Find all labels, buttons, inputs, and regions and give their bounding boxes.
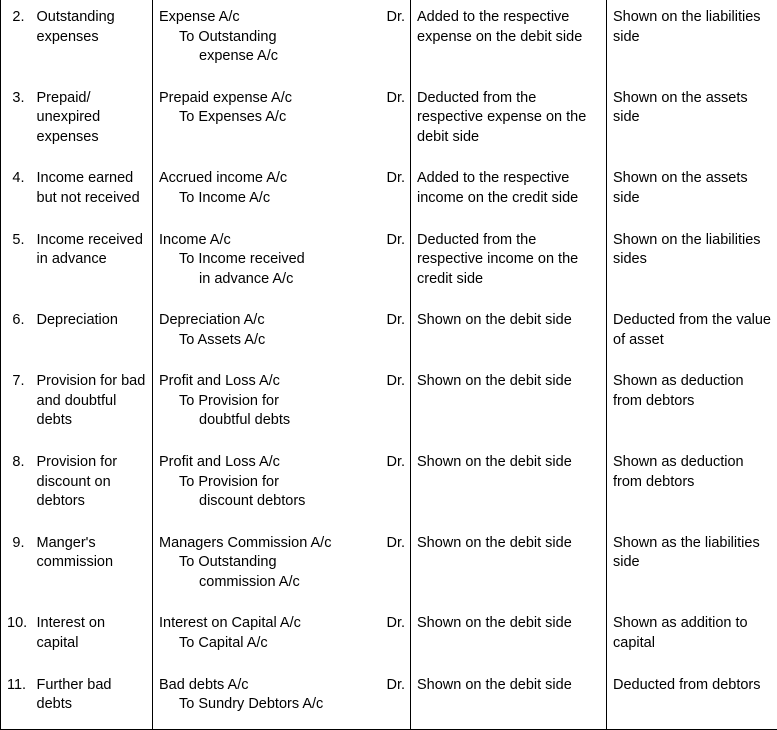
- adjustment-item: Provision for bad and doubtful debts: [31, 364, 153, 445]
- entry-credit-line: To Outstanding: [159, 553, 375, 573]
- dr-indicator: Dr.: [381, 526, 411, 607]
- journal-entry: Depreciation A/cTo Assets A/c: [153, 303, 381, 364]
- effect-balance-sheet: Shown on the liabilities sides: [607, 223, 777, 304]
- dr-indicator: Dr.: [381, 81, 411, 162]
- row-number: 6.: [1, 303, 31, 364]
- effect-balance-sheet: Deducted from debtors: [607, 668, 777, 730]
- journal-entry: Profit and Loss A/cTo Provision fordisco…: [153, 445, 381, 526]
- table-row: 9.Manger's commissionManagers Commission…: [1, 526, 777, 607]
- adjustment-item: Prepaid/ unexpired expenses: [31, 81, 153, 162]
- adjustment-item: Outstanding expenses: [31, 0, 153, 81]
- entry-credit-line: To Income received: [159, 250, 375, 270]
- entry-debit-line: Interest on Capital A/c: [159, 614, 375, 634]
- effect-profit-loss: Shown on the debit side: [411, 526, 607, 607]
- entry-debit-line: Accrued income A/c: [159, 169, 375, 189]
- effect-balance-sheet: Shown as deduction from debtors: [607, 445, 777, 526]
- table-row: 10.Interest on capitalInterest on Capita…: [1, 606, 777, 667]
- dr-indicator: Dr.: [381, 0, 411, 81]
- table-row: 3.Prepaid/ unexpired expensesPrepaid exp…: [1, 81, 777, 162]
- dr-indicator: Dr.: [381, 606, 411, 667]
- effect-profit-loss: Shown on the debit side: [411, 364, 607, 445]
- journal-entry: Managers Commission A/cTo Outstandingcom…: [153, 526, 381, 607]
- effect-balance-sheet: Shown on the assets side: [607, 161, 777, 222]
- effect-balance-sheet: Shown as the liabilities side: [607, 526, 777, 607]
- entry-debit-line: Income A/c: [159, 231, 375, 251]
- table-row: 6.DepreciationDepreciation A/cTo Assets …: [1, 303, 777, 364]
- entry-debit-line: Depreciation A/c: [159, 311, 375, 331]
- entry-credit-line-cont: in advance A/c: [159, 270, 375, 290]
- row-number: 4.: [1, 161, 31, 222]
- adjustment-item: Interest on capital: [31, 606, 153, 667]
- journal-entry: Prepaid expense A/cTo Expenses A/c: [153, 81, 381, 162]
- effect-profit-loss: Shown on the debit side: [411, 445, 607, 526]
- entry-credit-line: To Outstanding: [159, 28, 375, 48]
- journal-entry: Accrued income A/cTo Income A/c: [153, 161, 381, 222]
- table-row: 8.Provision for discount on debtorsProfi…: [1, 445, 777, 526]
- table-row: 4.Income earned but not receivedAccrued …: [1, 161, 777, 222]
- entry-debit-line: Profit and Loss A/c: [159, 453, 375, 473]
- entry-credit-line: To Expenses A/c: [159, 108, 375, 128]
- entry-credit-line: To Assets A/c: [159, 331, 375, 351]
- entry-credit-line: To Provision for: [159, 473, 375, 493]
- effect-balance-sheet: Shown as deduction from debtors: [607, 364, 777, 445]
- effect-profit-loss: Deducted from the respective income on t…: [411, 223, 607, 304]
- effect-balance-sheet: Shown on the assets side: [607, 81, 777, 162]
- dr-indicator: Dr.: [381, 668, 411, 730]
- effect-profit-loss: Added to the respective income on the cr…: [411, 161, 607, 222]
- dr-indicator: Dr.: [381, 445, 411, 526]
- dr-indicator: Dr.: [381, 364, 411, 445]
- journal-entry: Bad debts A/cTo Sundry Debtors A/c: [153, 668, 381, 730]
- entry-credit-line: To Income A/c: [159, 189, 375, 209]
- row-number: 11.: [1, 668, 31, 730]
- row-number: 5.: [1, 223, 31, 304]
- entry-debit-line: Profit and Loss A/c: [159, 372, 375, 392]
- table-row: 5.Income received in advanceIncome A/cTo…: [1, 223, 777, 304]
- table-row: 7.Provision for bad and doubtful debtsPr…: [1, 364, 777, 445]
- journal-entry: Profit and Loss A/cTo Provision fordoubt…: [153, 364, 381, 445]
- dr-indicator: Dr.: [381, 161, 411, 222]
- row-number: 3.: [1, 81, 31, 162]
- journal-entry: Income A/cTo Income receivedin advance A…: [153, 223, 381, 304]
- adjustment-item: Further bad debts: [31, 668, 153, 730]
- entry-credit-line-cont: discount debtors: [159, 492, 375, 512]
- entry-debit-line: Bad debts A/c: [159, 676, 375, 696]
- entry-credit-line-cont: commission A/c: [159, 573, 375, 593]
- adjustment-item: Income received in advance: [31, 223, 153, 304]
- effect-profit-loss: Shown on the debit side: [411, 668, 607, 730]
- adjustment-item: Income earned but not received: [31, 161, 153, 222]
- adjustment-item: Depreciation: [31, 303, 153, 364]
- adjustment-item: Provision for discount on debtors: [31, 445, 153, 526]
- dr-indicator: Dr.: [381, 303, 411, 364]
- adjustments-table: 2.Outstanding expensesExpense A/cTo Outs…: [0, 0, 777, 730]
- entry-credit-line: To Sundry Debtors A/c: [159, 695, 375, 715]
- entry-credit-line: To Capital A/c: [159, 634, 375, 654]
- entry-debit-line: Managers Commission A/c: [159, 534, 375, 554]
- effect-balance-sheet: Deducted from the value of asset: [607, 303, 777, 364]
- journal-entry: Interest on Capital A/cTo Capital A/c: [153, 606, 381, 667]
- entry-debit-line: Prepaid expense A/c: [159, 89, 375, 109]
- row-number: 9.: [1, 526, 31, 607]
- table-row: 2.Outstanding expensesExpense A/cTo Outs…: [1, 0, 777, 81]
- effect-profit-loss: Shown on the debit side: [411, 606, 607, 667]
- row-number: 2.: [1, 0, 31, 81]
- entry-debit-line: Expense A/c: [159, 8, 375, 28]
- entry-credit-line: To Provision for: [159, 392, 375, 412]
- row-number: 8.: [1, 445, 31, 526]
- table-body: 2.Outstanding expensesExpense A/cTo Outs…: [1, 0, 777, 729]
- table-row: 11.Further bad debtsBad debts A/cTo Sund…: [1, 668, 777, 730]
- dr-indicator: Dr.: [381, 223, 411, 304]
- effect-balance-sheet: Shown as addition to capital: [607, 606, 777, 667]
- journal-entry: Expense A/cTo Outstandingexpense A/c: [153, 0, 381, 81]
- adjustment-item: Manger's commission: [31, 526, 153, 607]
- row-number: 7.: [1, 364, 31, 445]
- effect-profit-loss: Shown on the debit side: [411, 303, 607, 364]
- effect-profit-loss: Deducted from the respective expense on …: [411, 81, 607, 162]
- entry-credit-line-cont: doubtful debts: [159, 411, 375, 431]
- entry-credit-line-cont: expense A/c: [159, 47, 375, 67]
- effect-balance-sheet: Shown on the liabilities side: [607, 0, 777, 81]
- row-number: 10.: [1, 606, 31, 667]
- effect-profit-loss: Added to the respective expense on the d…: [411, 0, 607, 81]
